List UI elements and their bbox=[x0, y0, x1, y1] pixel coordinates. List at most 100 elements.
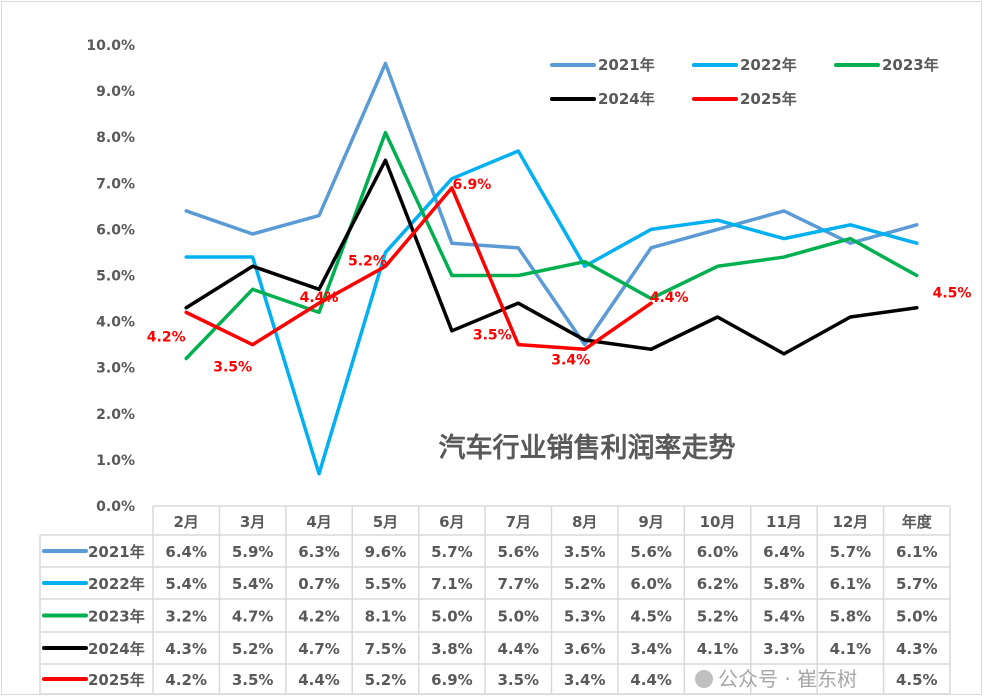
legend-label: 2021年 bbox=[598, 56, 655, 74]
legend-label: 2025年 bbox=[740, 90, 797, 108]
series-line-2023年 bbox=[184, 130, 919, 361]
y-tick-label: 3.0% bbox=[96, 361, 135, 377]
data-label: 3.5% bbox=[473, 328, 512, 344]
table-row-label: 2022年 bbox=[88, 575, 145, 593]
table-cell: 5.2% bbox=[232, 640, 274, 658]
series-line-2025年 bbox=[184, 186, 653, 352]
table-cell: 5.4% bbox=[763, 608, 805, 626]
table-row-label: 2024年 bbox=[88, 640, 145, 658]
table-cell: 5.0% bbox=[431, 608, 473, 626]
table-cell: 3.5% bbox=[564, 543, 606, 561]
table-cell: 6.0% bbox=[697, 543, 739, 561]
table-header-cell: 年度 bbox=[902, 513, 933, 531]
table-header-cell: 10月 bbox=[700, 513, 736, 531]
table-cell: 5.7% bbox=[431, 543, 473, 561]
table-cell: 6.0% bbox=[630, 575, 672, 593]
series-line-2021年 bbox=[184, 61, 919, 347]
data-label: 3.5% bbox=[213, 360, 252, 376]
table-cell: 5.9% bbox=[232, 543, 274, 561]
data-label: 5.2% bbox=[348, 253, 387, 269]
y-tick-label: 1.0% bbox=[96, 453, 135, 469]
y-tick-label: 8.0% bbox=[96, 130, 135, 146]
table-cell: 6.1% bbox=[896, 543, 938, 561]
table-header-cell: 2月 bbox=[173, 513, 198, 531]
table-cell: 5.6% bbox=[497, 543, 539, 561]
table-cell: 6.1% bbox=[830, 575, 872, 593]
table-cell: 6.9% bbox=[431, 671, 473, 689]
table-cell: 5.5% bbox=[365, 575, 407, 593]
table-cell: 4.3% bbox=[165, 640, 207, 658]
table-cell: 4.2% bbox=[298, 608, 340, 626]
table-header-cell: 3月 bbox=[240, 513, 265, 531]
table-header-cell: 5月 bbox=[373, 513, 398, 531]
table-cell: 5.8% bbox=[763, 575, 805, 593]
series-line-2024年 bbox=[184, 158, 919, 356]
table-header-cell: 8月 bbox=[572, 513, 597, 531]
y-tick-label: 5.0% bbox=[96, 269, 135, 285]
table-cell: 5.3% bbox=[564, 608, 606, 626]
table-cell: 6.4% bbox=[763, 543, 805, 561]
data-label: 3.4% bbox=[551, 352, 590, 368]
table-cell: 5.4% bbox=[232, 575, 274, 593]
table-header-cell: 12月 bbox=[832, 513, 868, 531]
table-cell: 3.4% bbox=[630, 640, 672, 658]
y-tick-label: 0.0% bbox=[96, 499, 135, 515]
table-cell: 3.2% bbox=[165, 608, 207, 626]
y-tick-label: 4.0% bbox=[96, 315, 135, 331]
table-header-cell: 7月 bbox=[506, 513, 531, 531]
data-label: 4.4% bbox=[300, 290, 339, 306]
y-tick-label: 10.0% bbox=[86, 38, 135, 54]
table-cell: 5.4% bbox=[165, 575, 207, 593]
table-cell: 4.2% bbox=[165, 671, 207, 689]
table-cell: 3.5% bbox=[232, 671, 274, 689]
table-cell: 3.6% bbox=[564, 640, 606, 658]
table-cell: 5.7% bbox=[830, 543, 872, 561]
table-cell: 7.5% bbox=[365, 640, 407, 658]
table-cell: 4.3% bbox=[896, 640, 938, 658]
table-header-cell: 4月 bbox=[306, 513, 331, 531]
table-cell: 6.2% bbox=[697, 575, 739, 593]
data-label: 4.2% bbox=[147, 329, 186, 345]
table-cell: 4.4% bbox=[630, 671, 672, 689]
legend-label: 2023年 bbox=[882, 56, 939, 74]
y-tick-label: 7.0% bbox=[96, 176, 135, 192]
table-cell: 8.1% bbox=[365, 608, 407, 626]
table-cell: 5.6% bbox=[630, 543, 672, 561]
table-cell: 3.3% bbox=[763, 640, 805, 658]
legend-label: 2024年 bbox=[598, 90, 655, 108]
data-label: 6.9% bbox=[452, 177, 491, 193]
table-cell: 4.4% bbox=[497, 640, 539, 658]
y-tick-label: 6.0% bbox=[96, 222, 135, 238]
table-cell: 6.3% bbox=[298, 543, 340, 561]
table-cell: 4.1% bbox=[830, 640, 872, 658]
table-row-label: 2021年 bbox=[88, 543, 145, 561]
watermark: 公众号 · 崔东树 bbox=[718, 667, 857, 691]
table-header-cell: 6月 bbox=[439, 513, 464, 531]
y-tick-label: 9.0% bbox=[96, 84, 135, 100]
table-row-label: 2025年 bbox=[88, 671, 145, 689]
table-cell: 4.5% bbox=[896, 671, 938, 689]
table-header-cell: 11月 bbox=[766, 513, 802, 531]
table-cell: 4.1% bbox=[697, 640, 739, 658]
chart-title: 汽车行业销售利润率走势 bbox=[439, 432, 736, 464]
table-cell: 4.7% bbox=[298, 640, 340, 658]
table-cell: 3.8% bbox=[431, 640, 473, 658]
table-cell: 4.7% bbox=[232, 608, 274, 626]
wechat-icon bbox=[695, 670, 713, 688]
table-cell: 4.4% bbox=[298, 671, 340, 689]
table-cell: 7.7% bbox=[497, 575, 539, 593]
table-cell: 3.5% bbox=[497, 671, 539, 689]
y-tick-label: 2.0% bbox=[96, 407, 135, 423]
table-cell: 0.7% bbox=[298, 575, 340, 593]
table-cell: 5.2% bbox=[697, 608, 739, 626]
table-cell: 6.4% bbox=[165, 543, 207, 561]
table-cell: 5.0% bbox=[896, 608, 938, 626]
table-cell: 4.5% bbox=[630, 608, 672, 626]
table-cell: 5.8% bbox=[830, 608, 872, 626]
data-label: 4.4% bbox=[650, 290, 689, 306]
table-row-label: 2023年 bbox=[88, 608, 145, 626]
table-cell: 5.2% bbox=[365, 671, 407, 689]
table-cell: 7.1% bbox=[431, 575, 473, 593]
table-cell: 3.4% bbox=[564, 671, 606, 689]
